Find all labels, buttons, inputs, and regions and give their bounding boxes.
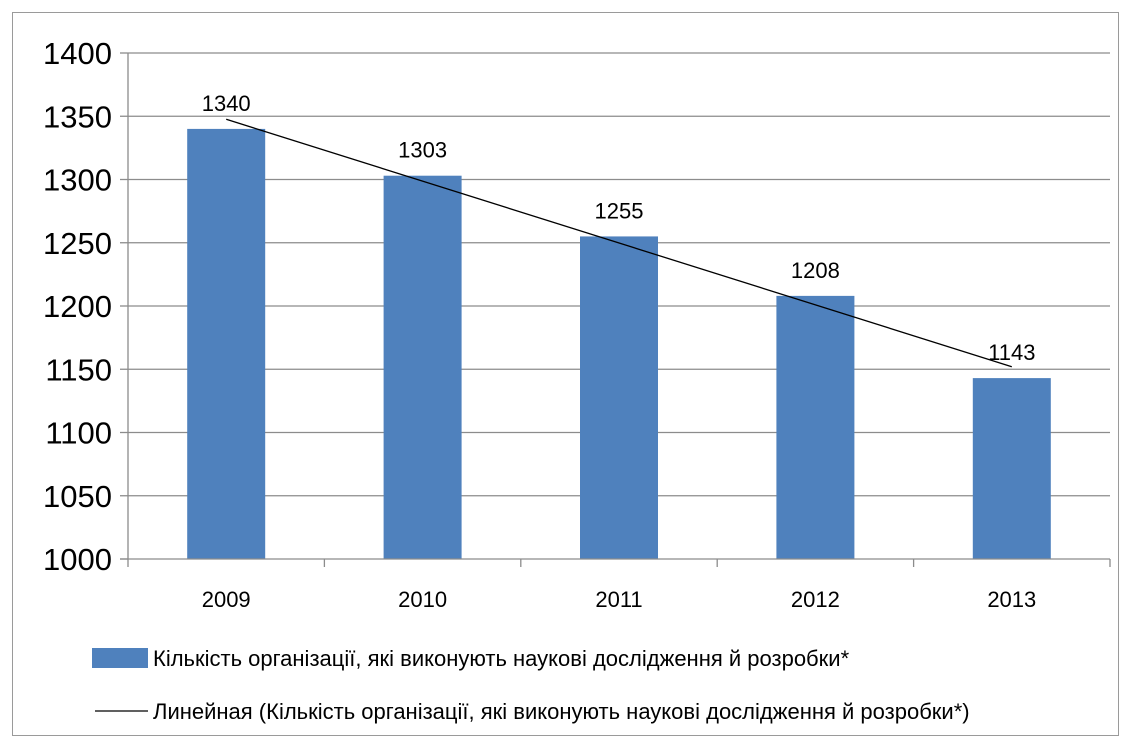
axes — [120, 52, 1111, 567]
bar-2013 — [972, 378, 1051, 559]
y-tick-label-1300: 1300 — [43, 163, 112, 198]
x-axis-tick-labels: 2009 2010 2011 2012 2013 — [202, 587, 1037, 612]
trendline — [226, 118, 1012, 368]
data-label-2012: 1208 — [791, 258, 840, 283]
bar-2011 — [580, 236, 658, 560]
y-tick-label-1150: 1150 — [45, 352, 112, 387]
y-tick-label-1400: 1400 — [43, 36, 112, 71]
y-tick-label-1000: 1000 — [43, 542, 112, 577]
trendline-linear — [226, 118, 1012, 368]
legend-label-trendline: Линейная (Кількість організації, які вик… — [153, 699, 970, 724]
y-tick-label-1250: 1250 — [43, 226, 112, 261]
legend-swatch-bar — [92, 648, 148, 668]
x-tick-label-2013: 2013 — [987, 587, 1036, 612]
x-tick-label-2010: 2010 — [398, 587, 447, 612]
y-tick-label-1100: 1100 — [45, 416, 112, 451]
data-label-2010: 1303 — [398, 138, 447, 163]
y-tick-label-1200: 1200 — [43, 289, 112, 324]
data-label-2009: 1340 — [202, 91, 251, 116]
bars — [187, 128, 1051, 560]
x-tick-label-2012: 2012 — [791, 587, 840, 612]
bar-2012 — [776, 295, 855, 559]
bar-2010 — [383, 175, 462, 559]
y-axis-tick-labels: 1000 1050 1100 1150 1200 1250 1300 1350 1400 — [43, 36, 112, 577]
legend-label-series: Кількість організації, які виконують нау… — [153, 646, 850, 671]
y-tick-label-1050: 1050 — [43, 479, 112, 514]
data-label-2011: 1255 — [595, 198, 644, 223]
data-label-2013: 1143 — [988, 340, 1035, 365]
x-tick-label-2011: 2011 — [595, 587, 642, 612]
legend: Кількість організації, які виконують нау… — [92, 646, 970, 724]
bar-2009 — [187, 128, 266, 559]
x-tick-label-2009: 2009 — [202, 587, 251, 612]
data-labels: 1340 1303 1255 1208 1143 — [202, 91, 1036, 365]
y-tick-label-1350: 1350 — [43, 99, 112, 134]
